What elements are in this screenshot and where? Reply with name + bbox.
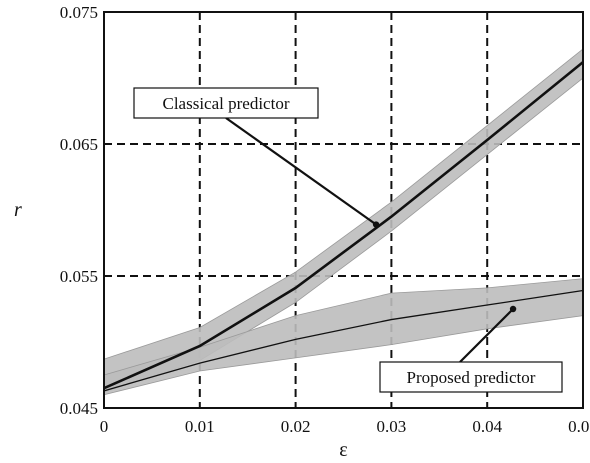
annotation-label: Classical predictor [163,94,290,113]
plot-frame [103,11,584,409]
y-tick-label: 0.055 [60,267,98,286]
line-series-1 [103,61,584,390]
annotation-marker [509,305,517,313]
annotation-box [133,87,319,119]
tick-labels: 0 0.01 0.02 0.03 0.04 0.05 0.045 0.055 0.065 0.07… [60,3,590,436]
x-axis-label: ε [339,439,347,461]
y-axis-label: r [14,199,22,221]
annotation-box [379,361,563,393]
y-tick-label: 0.045 [60,399,98,418]
x-tick-label: 0.04 [472,417,502,436]
series-lines [103,61,584,392]
annotation-leader [459,308,514,363]
annotation-marker [372,221,380,228]
annotation-1: Classical predictor [133,87,380,228]
annotations: Classical predictor Proposed predictor [133,87,563,393]
x-tick-label: 0.03 [377,417,407,436]
x-tick-label: 0 [100,417,109,436]
y-tick-label: 0.065 [60,135,98,154]
y-tick-label: 0.075 [60,3,98,22]
annotation-2: Proposed predictor [379,305,563,393]
x-tick-label: 0.05 [568,417,590,436]
line-series-2 [103,289,584,392]
x-tick-label: 0.02 [281,417,311,436]
annotation-label: Proposed predictor [407,368,536,387]
x-tick-label: 0.01 [185,417,215,436]
annotation-leader [225,117,377,226]
